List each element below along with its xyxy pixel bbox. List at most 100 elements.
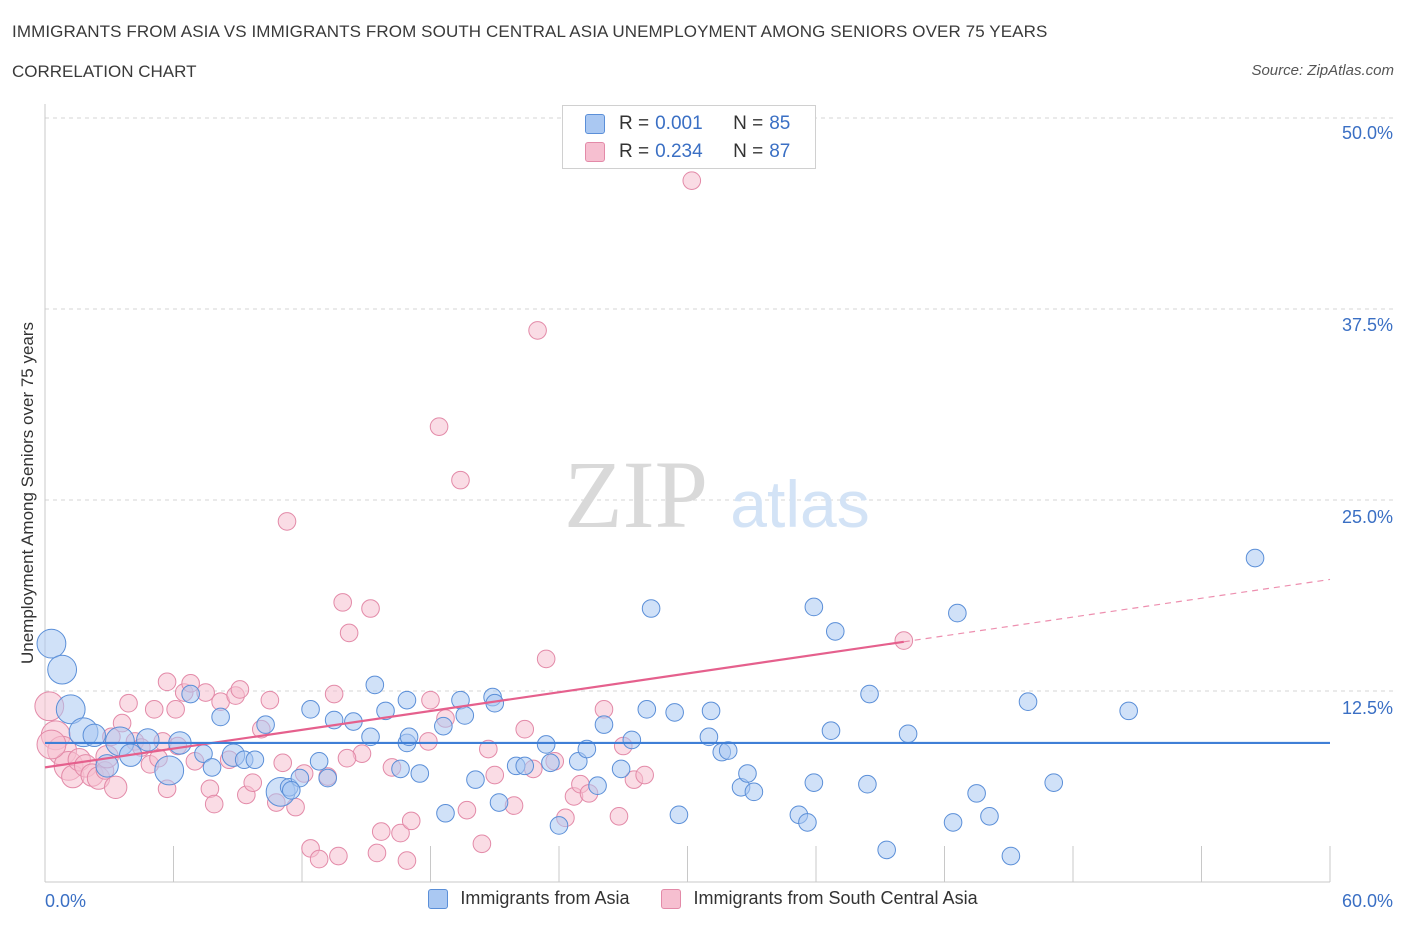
data-point-blue [536, 735, 556, 754]
legend-label-south-central-asia: Immigrants from South Central Asia [693, 888, 978, 908]
data-point-pink [324, 684, 344, 704]
legend-r-value: 0.001 [655, 113, 703, 134]
data-point-blue [1119, 701, 1138, 721]
legend-label-asia: Immigrants from Asia [460, 888, 630, 908]
legend-item-south-central-asia: Immigrants from South Central Asia [661, 888, 978, 909]
data-point-pink [635, 765, 654, 785]
data-point-pink [397, 851, 417, 870]
data-point-blue [744, 782, 764, 802]
data-point-blue [541, 753, 560, 773]
data-point-blue [860, 684, 879, 704]
data-point-blue [281, 781, 301, 800]
data-point-pink [204, 794, 224, 814]
data-point-pink [391, 823, 410, 843]
data-point-pink [200, 779, 220, 799]
data-point-blue [361, 727, 380, 747]
data-point-blue [943, 813, 963, 832]
data-point-blue [95, 754, 119, 778]
data-point-blue [1018, 692, 1038, 711]
y-tick-label-12-5: 12.5% [1341, 698, 1393, 718]
data-point-pink [339, 623, 359, 643]
data-point-blue [825, 622, 845, 641]
chart-title: IMMIGRANTS FROM ASIA VS IMMIGRANTS FROM … [12, 22, 1048, 41]
data-point-pink [479, 739, 498, 759]
data-point-blue [376, 701, 395, 721]
data-point-pink [157, 672, 177, 692]
data-point-blue [47, 654, 78, 685]
legend-r-value: 0.234 [655, 141, 703, 162]
data-point-blue [489, 793, 509, 812]
data-point-pink [485, 765, 505, 785]
legend-r-key: R = [619, 141, 650, 162]
data-point-blue [55, 694, 86, 725]
data-point-blue [665, 703, 684, 722]
data-point-blue [466, 770, 485, 789]
data-point-pink [536, 649, 556, 669]
legend-item-asia: Immigrants from Asia [428, 888, 629, 909]
data-point-blue [577, 739, 597, 759]
data-point-blue [436, 803, 455, 823]
data-point-pink [144, 700, 164, 719]
legend-swatch-blue [428, 888, 449, 909]
y-tick-label-25: 25.0% [1341, 507, 1393, 527]
data-point-pink [421, 690, 440, 710]
watermark: ZIP atlas [564, 441, 870, 548]
gridlines [45, 117, 1395, 692]
data-point-blue [549, 816, 569, 835]
data-point-blue [821, 721, 841, 741]
data-point-pink [243, 773, 263, 792]
data-point-blue [301, 700, 320, 719]
data-point-pink [36, 729, 67, 760]
data-point-pink [103, 775, 128, 799]
data-point-blue [738, 764, 757, 783]
watermark-zip: ZIP [564, 441, 708, 548]
data-point-pink [451, 470, 470, 490]
data-point-pink [682, 171, 702, 190]
chart-subtitle: CORRELATION CHART [12, 62, 197, 81]
data-point-blue [980, 806, 999, 826]
data-point-blue [804, 597, 824, 617]
data-point-pink [367, 843, 387, 863]
y-tick-label-37-5: 37.5% [1341, 315, 1393, 335]
legend-r-key: R = [619, 113, 650, 134]
data-point-blue [82, 723, 106, 748]
series-legend: Immigrants from Asia Immigrants from Sou… [0, 888, 1406, 909]
data-point-blue [1044, 773, 1064, 792]
x-tick-label-min: 0.0% [45, 891, 87, 911]
data-point-pink [309, 849, 329, 869]
data-point-pink [371, 822, 391, 841]
data-point-pink [528, 321, 547, 340]
data-point-pink [472, 834, 492, 854]
data-point-pink [260, 690, 280, 710]
data-point-blue [967, 784, 986, 803]
trend-lines [44, 578, 1331, 769]
data-point-blue [399, 727, 419, 747]
data-point-blue [611, 759, 631, 779]
data-point-blue [669, 805, 689, 825]
x-tick-label-max: 60.0% [1341, 891, 1393, 911]
correlation-legend: R = 0.001 N = 85 R = 0.234 N = 87 [562, 105, 816, 169]
data-point-blue [136, 728, 160, 752]
data-point-blue [588, 776, 607, 796]
data-point-blue [515, 756, 535, 776]
data-point-pink [119, 693, 138, 713]
data-point-pink [609, 806, 629, 826]
data-point-blue [699, 727, 719, 747]
legend-row-south-central-asia: R = 0.234 N = 87 [585, 139, 790, 165]
data-point-pink [429, 417, 449, 436]
data-point-blue [36, 628, 67, 659]
legend-swatch-pink [661, 888, 682, 909]
data-point-blue [434, 716, 453, 736]
data-point-pink [457, 800, 477, 820]
data-point-pink [361, 599, 380, 618]
data-point-blue [245, 750, 265, 770]
data-point-pink [504, 796, 524, 815]
data-point-blue [701, 701, 721, 721]
data-point-blue [798, 813, 817, 832]
data-point-blue [455, 706, 475, 725]
legend-n-value: 87 [769, 141, 791, 162]
data-point-pink [419, 732, 438, 751]
y-tick-label-50: 50.0% [1341, 123, 1393, 143]
watermark-atlas: atlas [730, 467, 869, 541]
